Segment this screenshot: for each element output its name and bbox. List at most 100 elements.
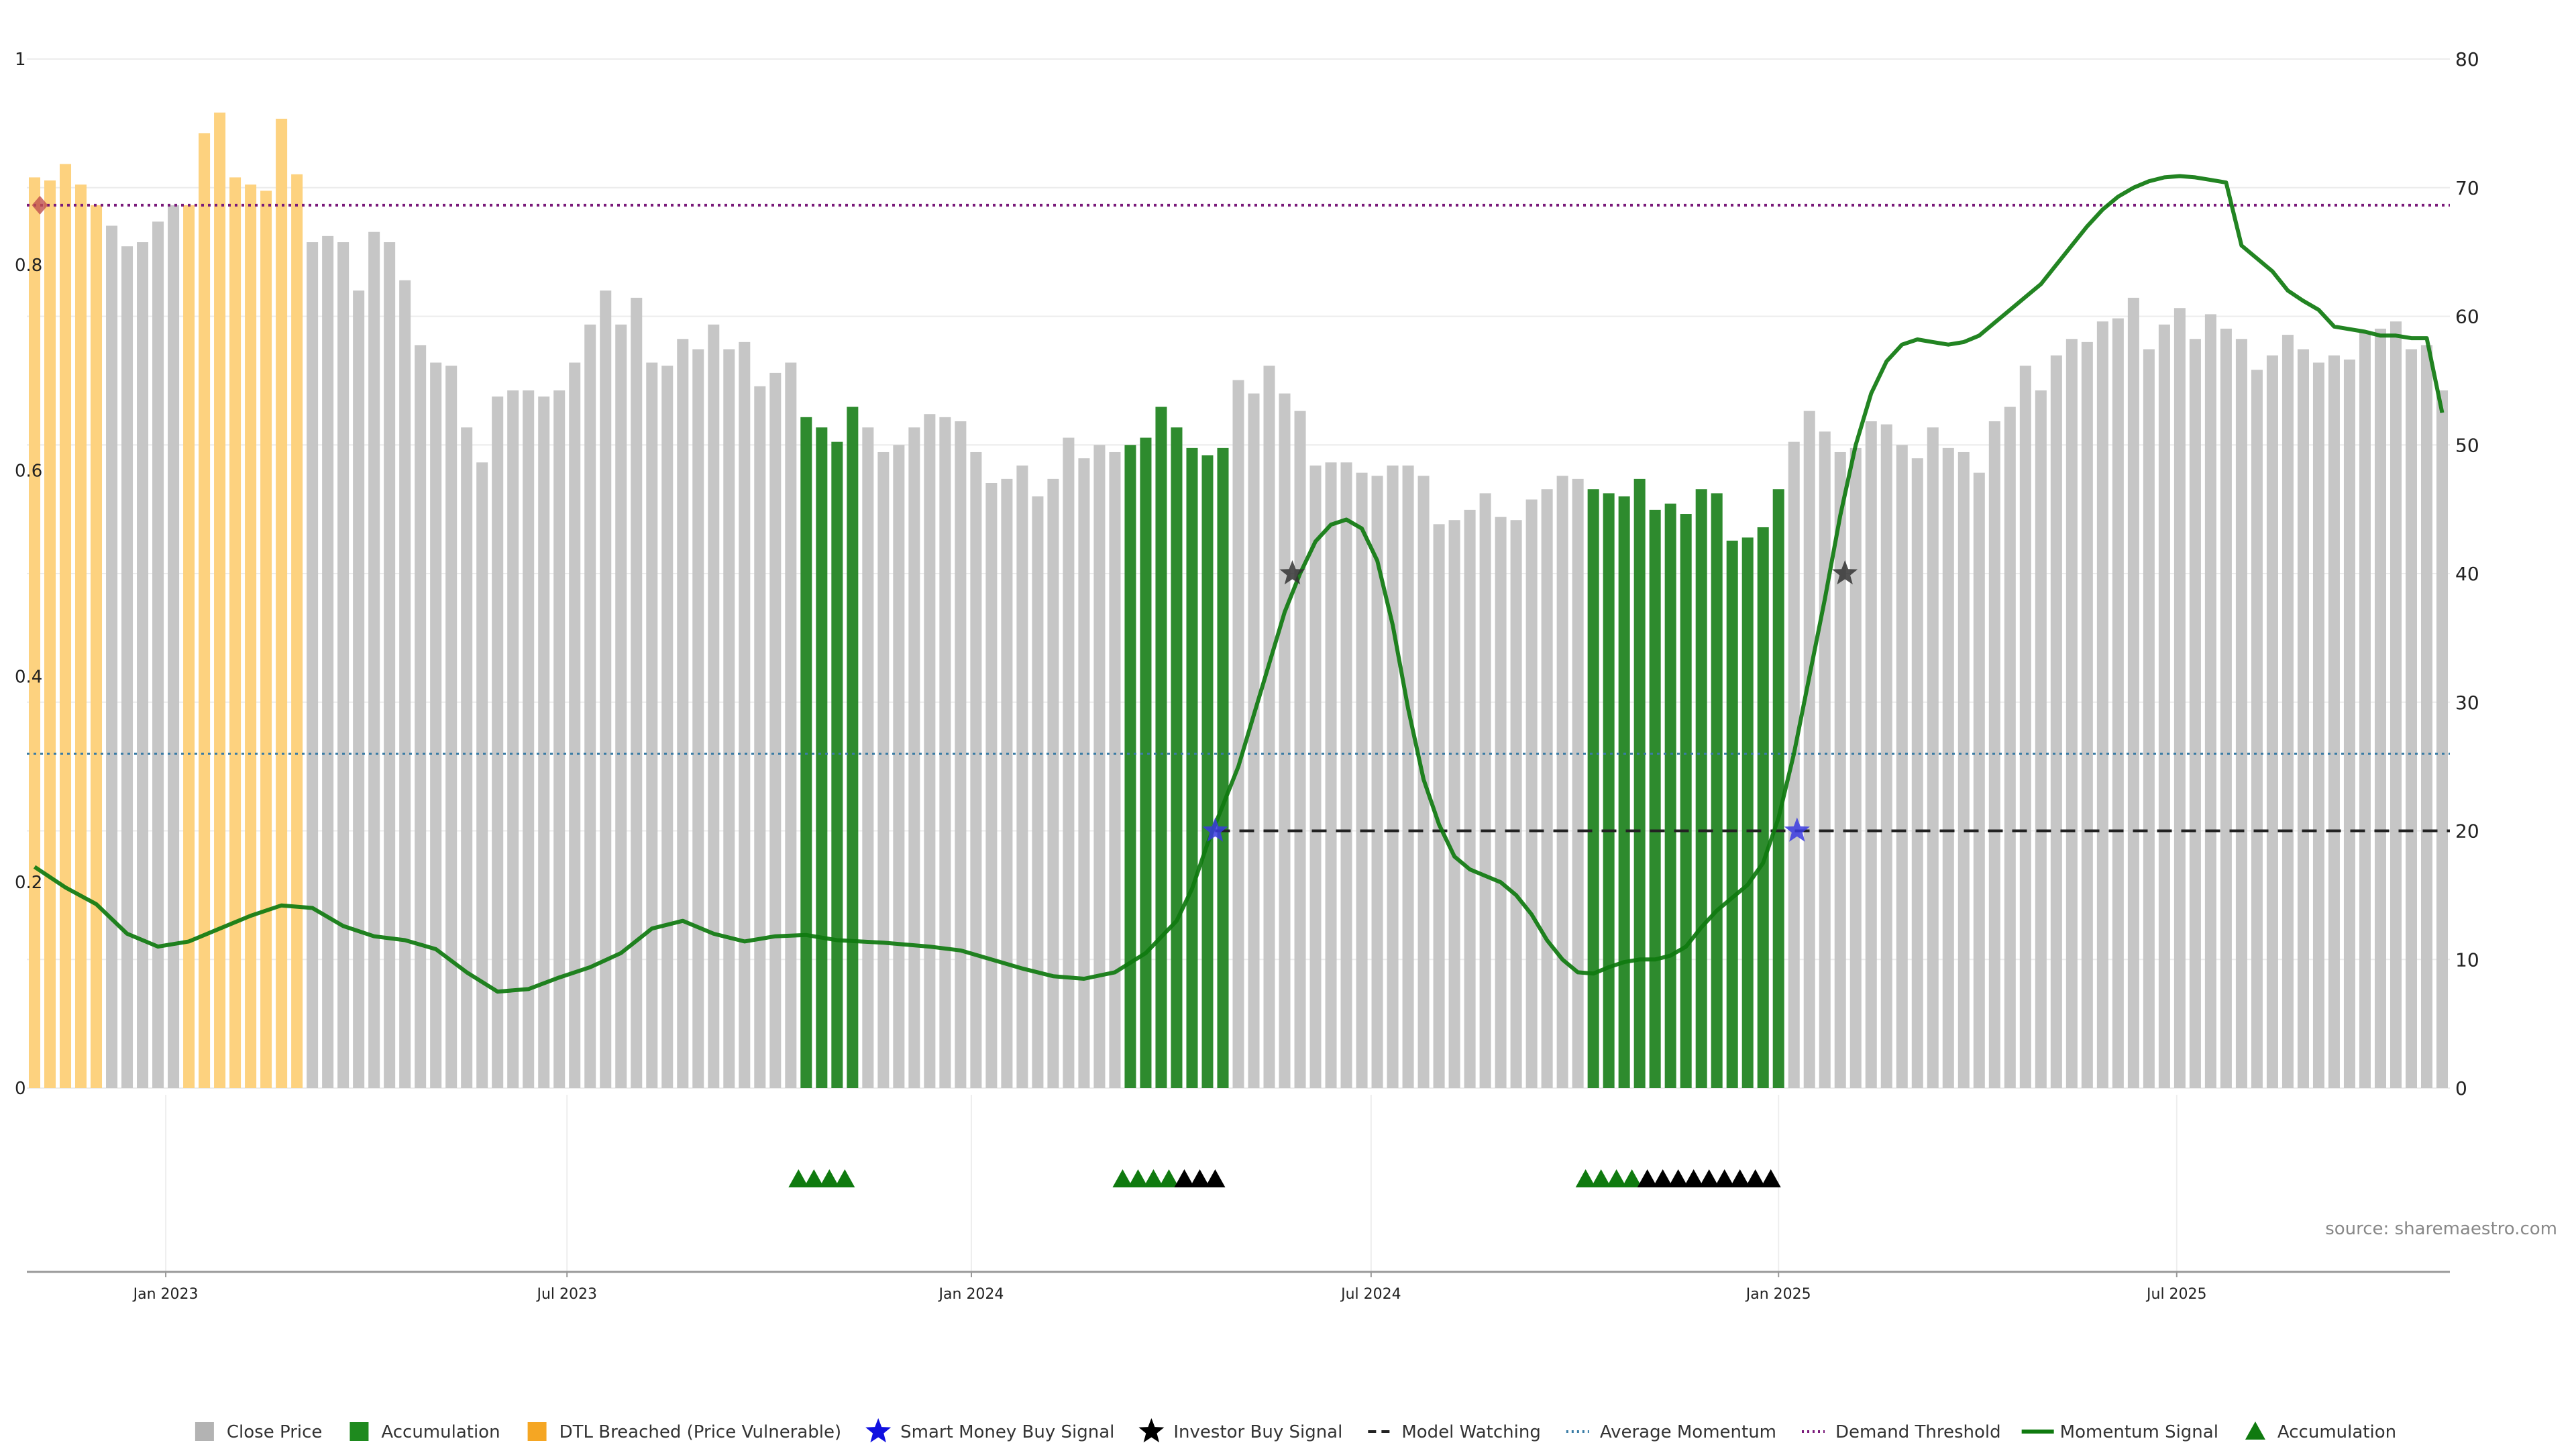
close-price-bar (1942, 447, 1954, 1088)
close-price-bar (1541, 489, 1553, 1088)
dtl-breached-bar (245, 184, 257, 1089)
close-price-bar (1510, 520, 1522, 1088)
close-price-bar (1047, 478, 1059, 1088)
dtl-breached-bar (229, 177, 241, 1088)
dtl-breached-bar (91, 205, 103, 1088)
close-price-bar (677, 339, 689, 1088)
close-price-bar (1309, 465, 1322, 1088)
legend-star-icon (865, 1418, 892, 1443)
close-price-bar (2081, 341, 2093, 1089)
close-price-bar (538, 396, 550, 1088)
accumulation-bar (800, 417, 812, 1088)
accumulation-marker (1128, 1169, 1148, 1187)
accumulation-bar (1186, 447, 1198, 1088)
y-right-tick-label: 60 (2455, 306, 2479, 328)
close-price-bar (785, 362, 797, 1088)
close-price-bar (970, 451, 982, 1088)
close-price-bar (337, 242, 350, 1088)
dtl-breached-bar (28, 177, 41, 1088)
close-price-bar (322, 235, 334, 1088)
close-price-bar (2143, 349, 2155, 1088)
momentum-signal (33, 174, 2445, 994)
legend-label: Demand Threshold (1835, 1422, 2001, 1442)
close-price-bar (1387, 465, 1399, 1088)
close-price-bar (2174, 308, 2186, 1088)
x-tick-label: Jan 2024 (938, 1286, 1004, 1303)
close-price-bar (507, 390, 519, 1088)
close-price-bar (1109, 451, 1121, 1088)
close-price-bar (631, 297, 643, 1089)
accumulation-marker (819, 1169, 840, 1187)
accumulation-marker-black (1683, 1169, 1704, 1187)
close-price-bar (2282, 335, 2294, 1088)
investor-buy-marker (1279, 560, 1305, 585)
close-price-bar (615, 324, 627, 1089)
smart-money-buy-marker (1202, 817, 1228, 842)
accumulation-marker (835, 1169, 855, 1187)
accumulation-bar (1618, 496, 1630, 1088)
close-price-bar (2127, 297, 2139, 1089)
close-price-bar (2065, 339, 2078, 1088)
close-price-bar (569, 362, 581, 1088)
y-left-tick-label: 0.8 (15, 256, 42, 276)
accumulation-bar (831, 441, 843, 1088)
accumulation-bar (847, 407, 859, 1088)
accumulation-bar (1695, 489, 1707, 1088)
accumulation-bar (1217, 447, 1229, 1088)
accumulation-bar (1711, 493, 1723, 1088)
close-price-bar (1325, 462, 1337, 1088)
close-price-bar (476, 462, 488, 1088)
legend-triangle-icon (2245, 1421, 2265, 1440)
accumulation-marker-black (1699, 1169, 1719, 1187)
y-left-tick-label: 1 (15, 50, 26, 70)
y-right-tick-label: 20 (2455, 820, 2479, 843)
close-price-bar (1294, 411, 1306, 1088)
accumulation-marker (1575, 1169, 1596, 1187)
close-price-bar (492, 396, 504, 1088)
legend-item: Accumulation (2245, 1421, 2396, 1442)
accumulation-marker-black (1729, 1169, 1750, 1187)
legend: Close Price Accumulation DTL Breached (Pri… (195, 1418, 2396, 1443)
close-price-bar (2158, 324, 2170, 1089)
accumulation-bar (1201, 455, 1214, 1088)
close-price-bar (739, 341, 751, 1089)
y-left-tick-label: 0.4 (15, 667, 42, 687)
close-price-bar (1880, 424, 1892, 1088)
close-price-bar (2297, 349, 2309, 1088)
close-price-bar (692, 349, 704, 1088)
y-right-tick-label: 70 (2455, 177, 2479, 199)
legend-label: Average Momentum (1600, 1422, 1776, 1442)
accumulation-marker (1159, 1169, 1179, 1187)
reference-lines (27, 203, 2450, 833)
y-right-tick-label: 0 (2455, 1077, 2467, 1099)
close-price-bar (708, 324, 720, 1089)
close-price-bar (2204, 314, 2216, 1088)
y-right-tick-label: 80 (2455, 48, 2479, 70)
dtl-breached-bar (291, 174, 303, 1089)
accumulation-bar (816, 427, 828, 1088)
y-left-tick-label: 0.2 (15, 873, 42, 893)
close-price-bar (2436, 390, 2449, 1088)
accumulation-bar (1603, 493, 1615, 1088)
accumulation-marker (804, 1169, 824, 1187)
x-tick-label: Jul 2024 (1340, 1286, 1401, 1303)
close-price-bar (2374, 328, 2386, 1089)
legend-label: DTL Breached (Price Vulnerable) (559, 1422, 842, 1442)
accumulation-bar (1726, 540, 1738, 1088)
accumulation-marker (1591, 1169, 1611, 1187)
close-price-bar (368, 231, 380, 1088)
legend-item: Average Momentum (1566, 1422, 1776, 1442)
close-price-bar (121, 246, 133, 1088)
y-right-tick-label: 50 (2455, 434, 2479, 456)
close-price-bar (2251, 370, 2263, 1088)
close-price-bar (2050, 355, 2062, 1088)
accumulation-bar (1680, 514, 1692, 1088)
y-right-tick-label: 30 (2455, 692, 2479, 714)
x-tick-label: Jul 2023 (535, 1286, 597, 1303)
dtl-breached-bar (60, 164, 72, 1088)
accumulation-marker-black (1205, 1169, 1226, 1187)
accumulation-bar (1633, 478, 1646, 1088)
accumulation-marker-black (1174, 1169, 1195, 1187)
close-price-bar (1232, 380, 1244, 1089)
